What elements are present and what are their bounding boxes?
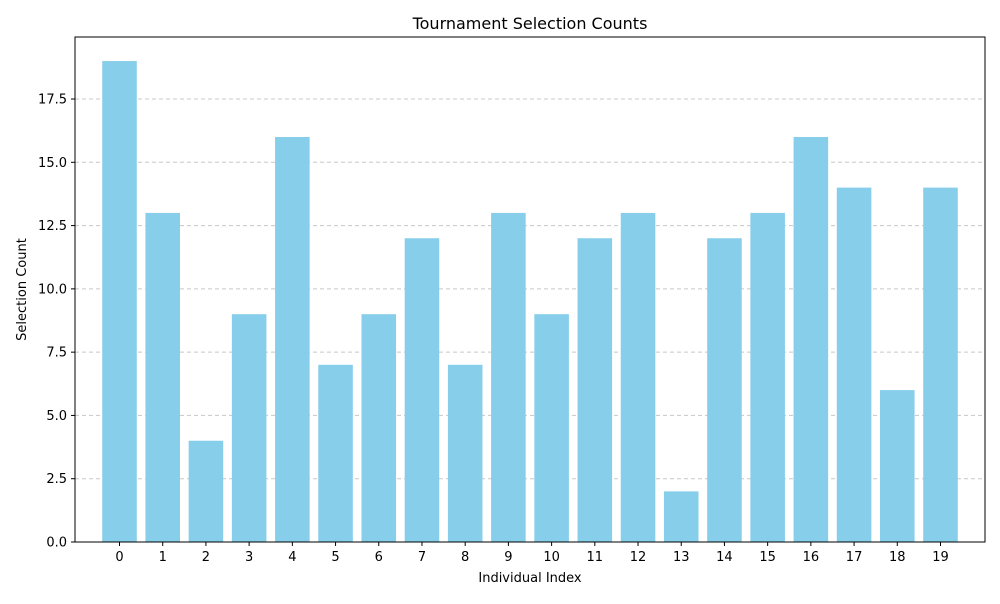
x-tick-label: 16: [803, 550, 820, 565]
bar-5: [318, 364, 353, 542]
x-tick-label: 5: [331, 550, 339, 565]
x-tick-label: 8: [461, 550, 469, 565]
x-tick-label: 19: [932, 550, 949, 565]
x-tick-label: 6: [375, 550, 383, 565]
x-tick-label: 9: [504, 550, 512, 565]
bar-18: [880, 390, 915, 542]
x-tick-label: 17: [846, 550, 863, 565]
y-axis-label: Selection Count: [15, 238, 30, 341]
x-tick-label: 1: [159, 550, 167, 565]
y-axis-ticks: 0.0 2.5 5.0 7.5 10.0 12.5 15.0 17.5: [38, 93, 75, 551]
chart-title: Tournament Selection Counts: [412, 14, 648, 33]
bar-19: [923, 187, 958, 543]
bar-1: [145, 212, 180, 543]
x-tick-label: 0: [115, 550, 123, 565]
bar-15: [750, 212, 785, 543]
x-tick-label: 12: [630, 550, 647, 565]
bar-17: [836, 187, 872, 543]
y-tick-label: 10.0: [38, 282, 67, 297]
bar-11: [577, 238, 613, 542]
bar-10: [534, 314, 569, 542]
x-axis-ticks: 0 1 2 3 4 5 6 7 8 9 10 11 12 13 14 15 16 17 18 19: [115, 542, 949, 565]
y-tick-label: 17.5: [38, 93, 67, 108]
bar-6: [361, 314, 397, 542]
bar-9: [491, 212, 526, 543]
x-tick-label: 2: [202, 550, 210, 565]
plot-frame: [74, 36, 986, 543]
x-tick-label: 13: [673, 550, 690, 565]
bar-16: [793, 136, 829, 542]
bars: [102, 61, 958, 543]
y-tick-label: 7.5: [46, 346, 67, 361]
x-tick-label: 15: [759, 550, 776, 565]
bar-0: [102, 61, 137, 543]
bar-12: [620, 212, 656, 543]
x-tick-label: 14: [716, 550, 733, 565]
y-tick-label: 15.0: [38, 156, 67, 171]
y-tick-label: 2.5: [46, 472, 67, 487]
y-tick-label: 5.0: [46, 409, 67, 424]
x-tick-label: 4: [288, 550, 296, 565]
bar-2: [188, 440, 224, 542]
bar-13: [663, 491, 699, 542]
x-axis-label: Individual Index: [478, 571, 582, 586]
y-tick-label: 0.0: [46, 536, 67, 551]
gridlines: [75, 98, 985, 480]
bar-14: [707, 238, 742, 542]
x-tick-label: 3: [245, 550, 253, 565]
x-tick-label: 7: [418, 550, 426, 565]
bar-8: [447, 364, 483, 542]
bar-7: [404, 238, 440, 542]
bar-3: [231, 314, 267, 542]
x-tick-label: 18: [889, 550, 906, 565]
x-tick-label: 10: [543, 550, 560, 565]
y-tick-label: 12.5: [38, 219, 67, 234]
bar-4: [275, 136, 310, 542]
x-tick-label: 11: [587, 550, 604, 565]
